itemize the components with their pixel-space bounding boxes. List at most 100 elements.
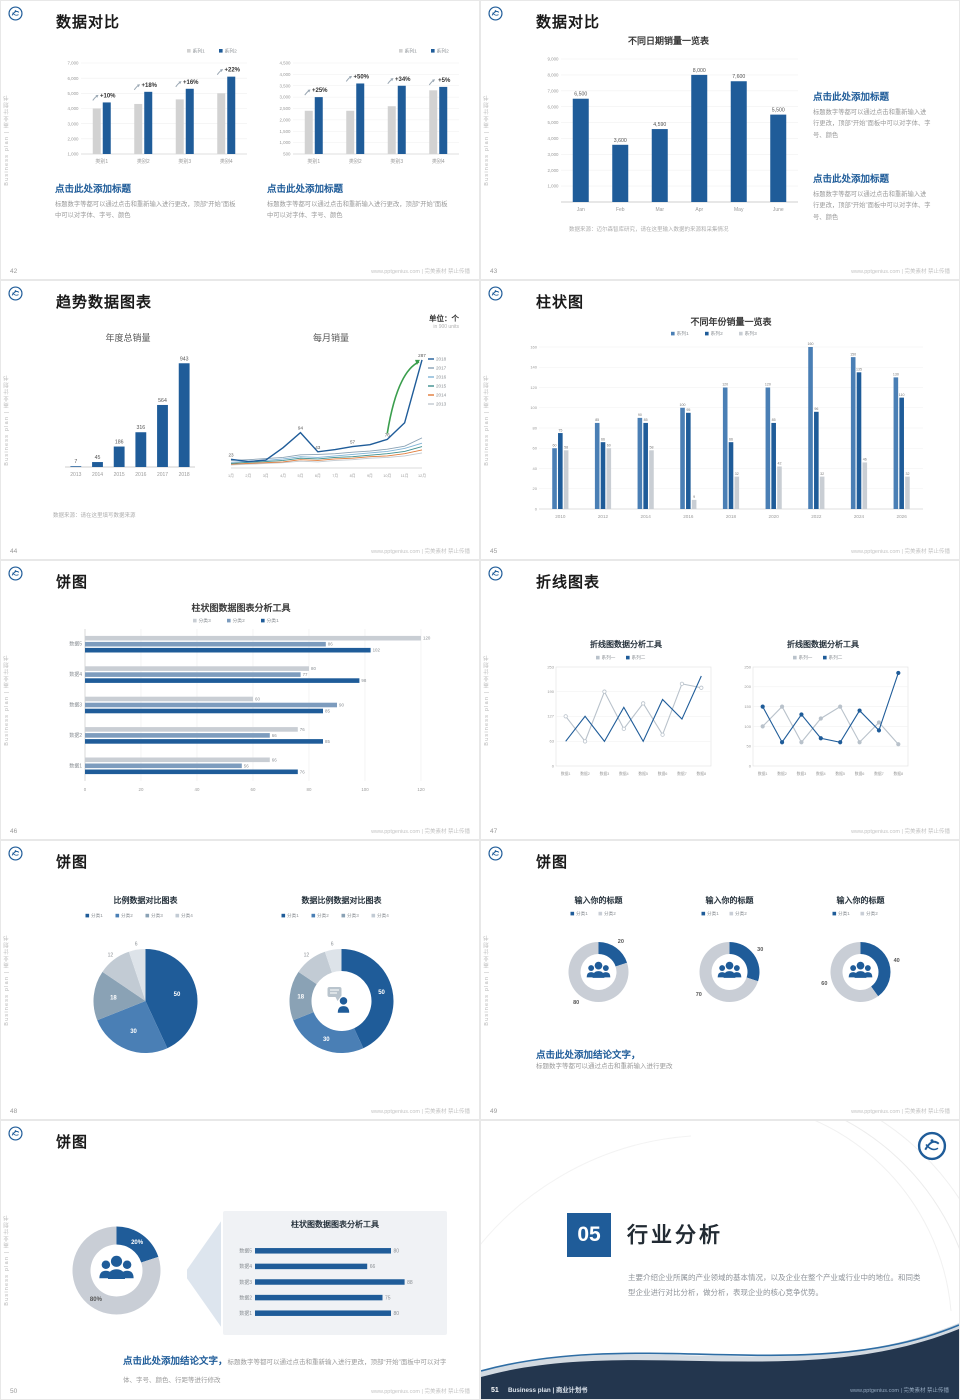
svg-text:分类3: 分类3 (347, 912, 359, 919)
svg-text:120: 120 (530, 385, 537, 390)
svg-text:85: 85 (325, 739, 330, 744)
svg-text:2018: 2018 (179, 472, 190, 478)
slide-47-line-charts[interactable]: Business plan | 商业计划书 折线图表 折线图数据分析工具 系列一… (481, 561, 959, 839)
svg-text:2016: 2016 (436, 375, 447, 380)
slide-50-donut-funnel[interactable]: Business plan | 商业计划书 饼图 20% 80% 柱状图数据图表分… (1, 1121, 479, 1399)
svg-text:数据5: 数据5 (835, 771, 845, 776)
footer-site-text: www.pptgenius.com | 完美素材 禁止传播 (371, 1389, 470, 1395)
svg-text:60: 60 (553, 443, 557, 447)
svg-text:40: 40 (894, 958, 900, 964)
svg-text:系列一: 系列一 (799, 654, 813, 661)
svg-text:160: 160 (530, 344, 537, 349)
svg-text:127: 127 (547, 714, 554, 719)
svg-text:250: 250 (744, 664, 751, 669)
svg-text:4月: 4月 (280, 473, 286, 478)
slide-51-section-divider[interactable]: 05 行业分析 主要介绍企业所属的产业领域的基本情况，以及企业在整个产业或行业中… (481, 1121, 959, 1399)
svg-text:分类2: 分类2 (735, 910, 747, 917)
svg-text:102: 102 (373, 648, 381, 653)
slide-title: 柱状图 (536, 294, 585, 311)
block-body: 标题数字等都可以通过点击和重新输入进行更改，顶部“开始”面板中可以对字体、字号、… (813, 109, 931, 139)
svg-text:+5%: +5% (438, 78, 451, 84)
svg-text:数据1: 数据1 (239, 1310, 252, 1317)
conclusion-body: 标题数字等都可以通过点击和重新输入进行更改 (536, 1063, 673, 1070)
svg-text:系列1: 系列1 (677, 330, 690, 337)
svg-text:12: 12 (304, 952, 310, 958)
svg-text:5,500: 5,500 (772, 108, 785, 114)
svg-text:2,500: 2,500 (280, 106, 292, 111)
svg-text:分类2: 分类2 (233, 617, 246, 624)
data-source-note: 数据来源：迈尔森智库研究，请在这里输入数据的来源和采集情况 (569, 227, 729, 233)
footer-site-text: www.pptgenius.com | 完美素材 禁止传播 (371, 1109, 470, 1115)
sidebar-vertical-text: Business plan | 商业计划书 (4, 934, 10, 1026)
svg-text:2014: 2014 (92, 472, 103, 478)
conclusion-block: 点击此处添加结论文字，标题数字等都可以通过点击和重新输入进行更改，顶部“开始”面… (123, 1351, 453, 1387)
svg-text:70: 70 (696, 992, 702, 998)
svg-text:分类2: 分类2 (317, 912, 329, 919)
svg-text:2016: 2016 (135, 472, 146, 478)
svg-text:66: 66 (272, 757, 277, 762)
slide-49-donut-charts[interactable]: Business plan | 商业计划书 饼图 输入你的标题 分类1 分类2 20… (481, 841, 959, 1119)
svg-text:类别2: 类别2 (137, 158, 150, 165)
svg-text:分类4: 分类4 (377, 912, 389, 919)
svg-text:500: 500 (283, 152, 291, 157)
svg-text:20: 20 (533, 486, 538, 491)
svg-text:60: 60 (251, 787, 256, 792)
svg-text:2,000: 2,000 (280, 117, 292, 122)
brand-logo-icon (917, 1131, 947, 1161)
slide-title: 饼图 (56, 854, 89, 871)
svg-text:2024: 2024 (854, 514, 865, 519)
svg-text:数据2: 数据2 (239, 1294, 252, 1301)
svg-text:18: 18 (297, 995, 304, 1001)
sidebar-vertical-text: Business plan | 商业计划书 (484, 374, 490, 466)
slide-45-column-chart[interactable]: Business plan | 商业计划书 柱状图 不同年份销量一览表 系列1 系… (481, 281, 959, 559)
svg-text:3,000: 3,000 (548, 152, 560, 157)
svg-text:45: 45 (95, 455, 101, 461)
svg-text:3月: 3月 (263, 473, 269, 478)
svg-text:287: 287 (418, 353, 426, 358)
slide-48-pie-charts[interactable]: Business plan | 商业计划书 饼图 比例数据对比图表 分类1 分类2… (1, 841, 479, 1119)
svg-text:7,000: 7,000 (68, 61, 80, 66)
svg-text:150: 150 (850, 352, 856, 356)
growth-bar-chart-right: 系列1 系列2 500 1,000 1,500 2,000 2,500 3,000 3,500 4… (280, 47, 459, 165)
brand-logo-icon (8, 846, 23, 861)
svg-text:Jan: Jan (577, 207, 585, 213)
block-heading: 点击此处添加标题 (267, 184, 344, 195)
conclusion-heading: 点击此处添加结论文字， (123, 1356, 228, 1367)
sidebar-vertical-text: Business plan | 商业计划书 (484, 934, 490, 1026)
slide-46-hbar-chart[interactable]: Business plan | 商业计划书 饼图 柱状图数据图表分析工具 分类3… (1, 561, 479, 839)
text-block: 点击此处添加标题 标题数字等都可以通过点击和重新输入进行更改，顶部“开始”面板中… (55, 181, 237, 222)
svg-text:分类1: 分类1 (91, 912, 103, 919)
svg-text:130: 130 (893, 373, 899, 377)
svg-text:86: 86 (328, 642, 333, 647)
svg-text:系列2: 系列2 (225, 47, 238, 54)
sidebar-vertical-text: Business plan | 商业计划书 (4, 654, 10, 746)
page-number: 49 (490, 1108, 498, 1115)
svg-text:40: 40 (533, 466, 538, 471)
slide-43-data-comparison[interactable]: Business plan | 商业计划书 数据对比 不同日期销量一览表 1,0… (481, 1, 959, 279)
block-body: 标题数字等都可以通过点击和重新输入进行更改，顶部“开始”面板中可以对字体、字号、… (813, 191, 931, 221)
svg-text:+10%: +10% (100, 93, 116, 99)
chart-title: 年度总销量 (105, 333, 151, 343)
slide-42-data-comparison[interactable]: Business plan | 商业计划书 数据对比 系列1 系列2 1,000 2,… (1, 1, 479, 279)
svg-text:3,600: 3,600 (614, 138, 627, 144)
svg-text:90: 90 (638, 413, 642, 417)
svg-text:数据1: 数据1 (758, 771, 768, 776)
chart-title: 不同日期销量一览表 (627, 36, 709, 46)
svg-text:数据4: 数据4 (816, 771, 826, 776)
slide-title: 饼图 (56, 574, 89, 591)
slide-title: 趋势数据图表 (56, 294, 153, 311)
panel-title: 柱状图数据图表分析工具 (291, 1220, 379, 1229)
annual-sales-bar-chart: 7 2013 45 2014 186 2015 316 2016 564 2017 943 2018 (65, 356, 195, 478)
svg-text:40: 40 (195, 787, 200, 792)
slide-44-trend-charts[interactable]: Business plan | 商业计划书 趋势数据图表 单位：个 in 900… (1, 281, 479, 559)
svg-text:20: 20 (139, 787, 144, 792)
svg-text:2017: 2017 (157, 472, 168, 478)
brand-logo-icon (488, 6, 503, 21)
svg-text:4,000: 4,000 (68, 106, 80, 111)
svg-text:3,000: 3,000 (280, 95, 292, 100)
svg-text:2014: 2014 (436, 393, 447, 398)
svg-text:7,600: 7,600 (732, 74, 745, 80)
svg-text:2017: 2017 (436, 366, 447, 371)
svg-text:数据2: 数据2 (580, 771, 590, 776)
brand-logo-icon (8, 1126, 23, 1141)
